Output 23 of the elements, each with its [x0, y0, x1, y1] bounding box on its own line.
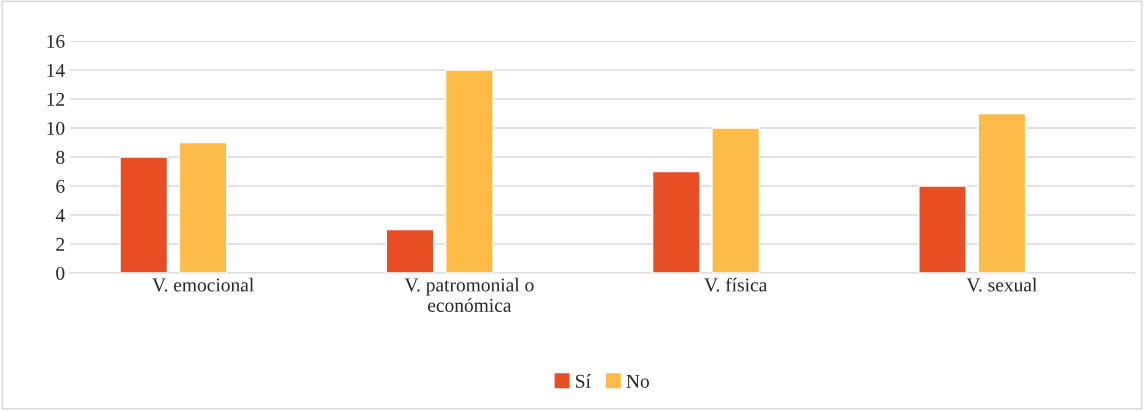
y-tick-label: 14 — [47, 63, 65, 77]
bar — [444, 69, 494, 273]
legend-label: No — [626, 374, 649, 388]
y-tick-label: 8 — [56, 150, 65, 164]
x-tick-label: V. sexual — [966, 277, 1037, 292]
y-tick-label: 10 — [47, 121, 65, 135]
y-tick-label: 16 — [47, 34, 65, 48]
bar — [977, 112, 1027, 273]
bar — [385, 228, 435, 273]
bar — [119, 156, 169, 273]
legend-label: Sí — [576, 374, 591, 388]
y-tick-label: 4 — [55, 208, 65, 222]
y-tick-label: 2 — [56, 237, 65, 251]
x-tick-label: V. emocional — [152, 277, 254, 292]
y-tick-label: 6 — [56, 179, 65, 193]
x-tick-label: V. física — [704, 277, 768, 292]
bar — [651, 170, 701, 273]
bar — [178, 141, 228, 273]
y-tick-label: 0 — [56, 266, 65, 280]
bar — [918, 185, 967, 273]
bar — [711, 127, 761, 273]
y-tick-label: 12 — [47, 92, 65, 106]
x-tick-label: V. patromonial o económica — [404, 277, 534, 312]
